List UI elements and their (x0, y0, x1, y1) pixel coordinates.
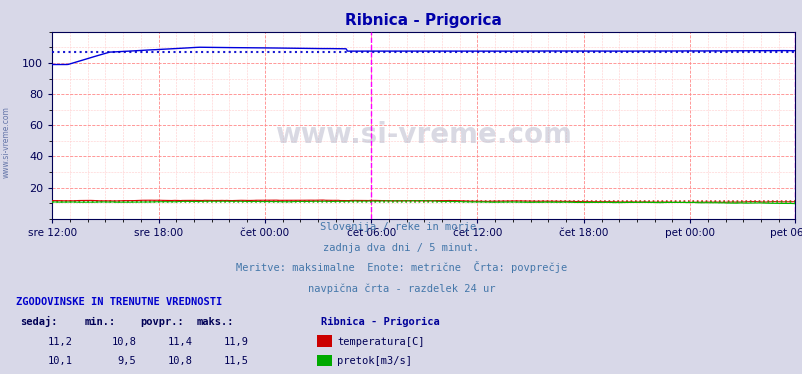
Text: 11,9: 11,9 (224, 337, 249, 347)
Text: www.si-vreme.com: www.si-vreme.com (2, 106, 11, 178)
Text: min.:: min.: (84, 318, 115, 327)
Text: ZGODOVINSKE IN TRENUTNE VREDNOSTI: ZGODOVINSKE IN TRENUTNE VREDNOSTI (16, 297, 222, 307)
Text: sedaj:: sedaj: (20, 316, 58, 327)
Text: 10,8: 10,8 (168, 356, 192, 366)
Text: temperatura[C]: temperatura[C] (337, 337, 424, 347)
Text: maks.:: maks.: (196, 318, 234, 327)
Text: Meritve: maksimalne  Enote: metrične  Črta: povprečje: Meritve: maksimalne Enote: metrične Črta… (236, 261, 566, 273)
Text: navpična črta - razdelek 24 ur: navpična črta - razdelek 24 ur (307, 283, 495, 294)
Text: povpr.:: povpr.: (140, 318, 184, 327)
Text: 11,4: 11,4 (168, 337, 192, 347)
Title: Ribnica - Prigorica: Ribnica - Prigorica (345, 13, 501, 28)
Text: www.si-vreme.com: www.si-vreme.com (275, 121, 571, 148)
Text: zadnja dva dni / 5 minut.: zadnja dva dni / 5 minut. (323, 243, 479, 252)
Text: 10,8: 10,8 (111, 337, 136, 347)
Text: Ribnica - Prigorica: Ribnica - Prigorica (321, 318, 439, 327)
Text: pretok[m3/s]: pretok[m3/s] (337, 356, 411, 366)
Text: Slovenija / reke in morje.: Slovenija / reke in morje. (320, 222, 482, 232)
Text: 11,5: 11,5 (224, 356, 249, 366)
Text: 9,5: 9,5 (118, 356, 136, 366)
Text: 11,2: 11,2 (47, 337, 72, 347)
Text: 10,1: 10,1 (47, 356, 72, 366)
